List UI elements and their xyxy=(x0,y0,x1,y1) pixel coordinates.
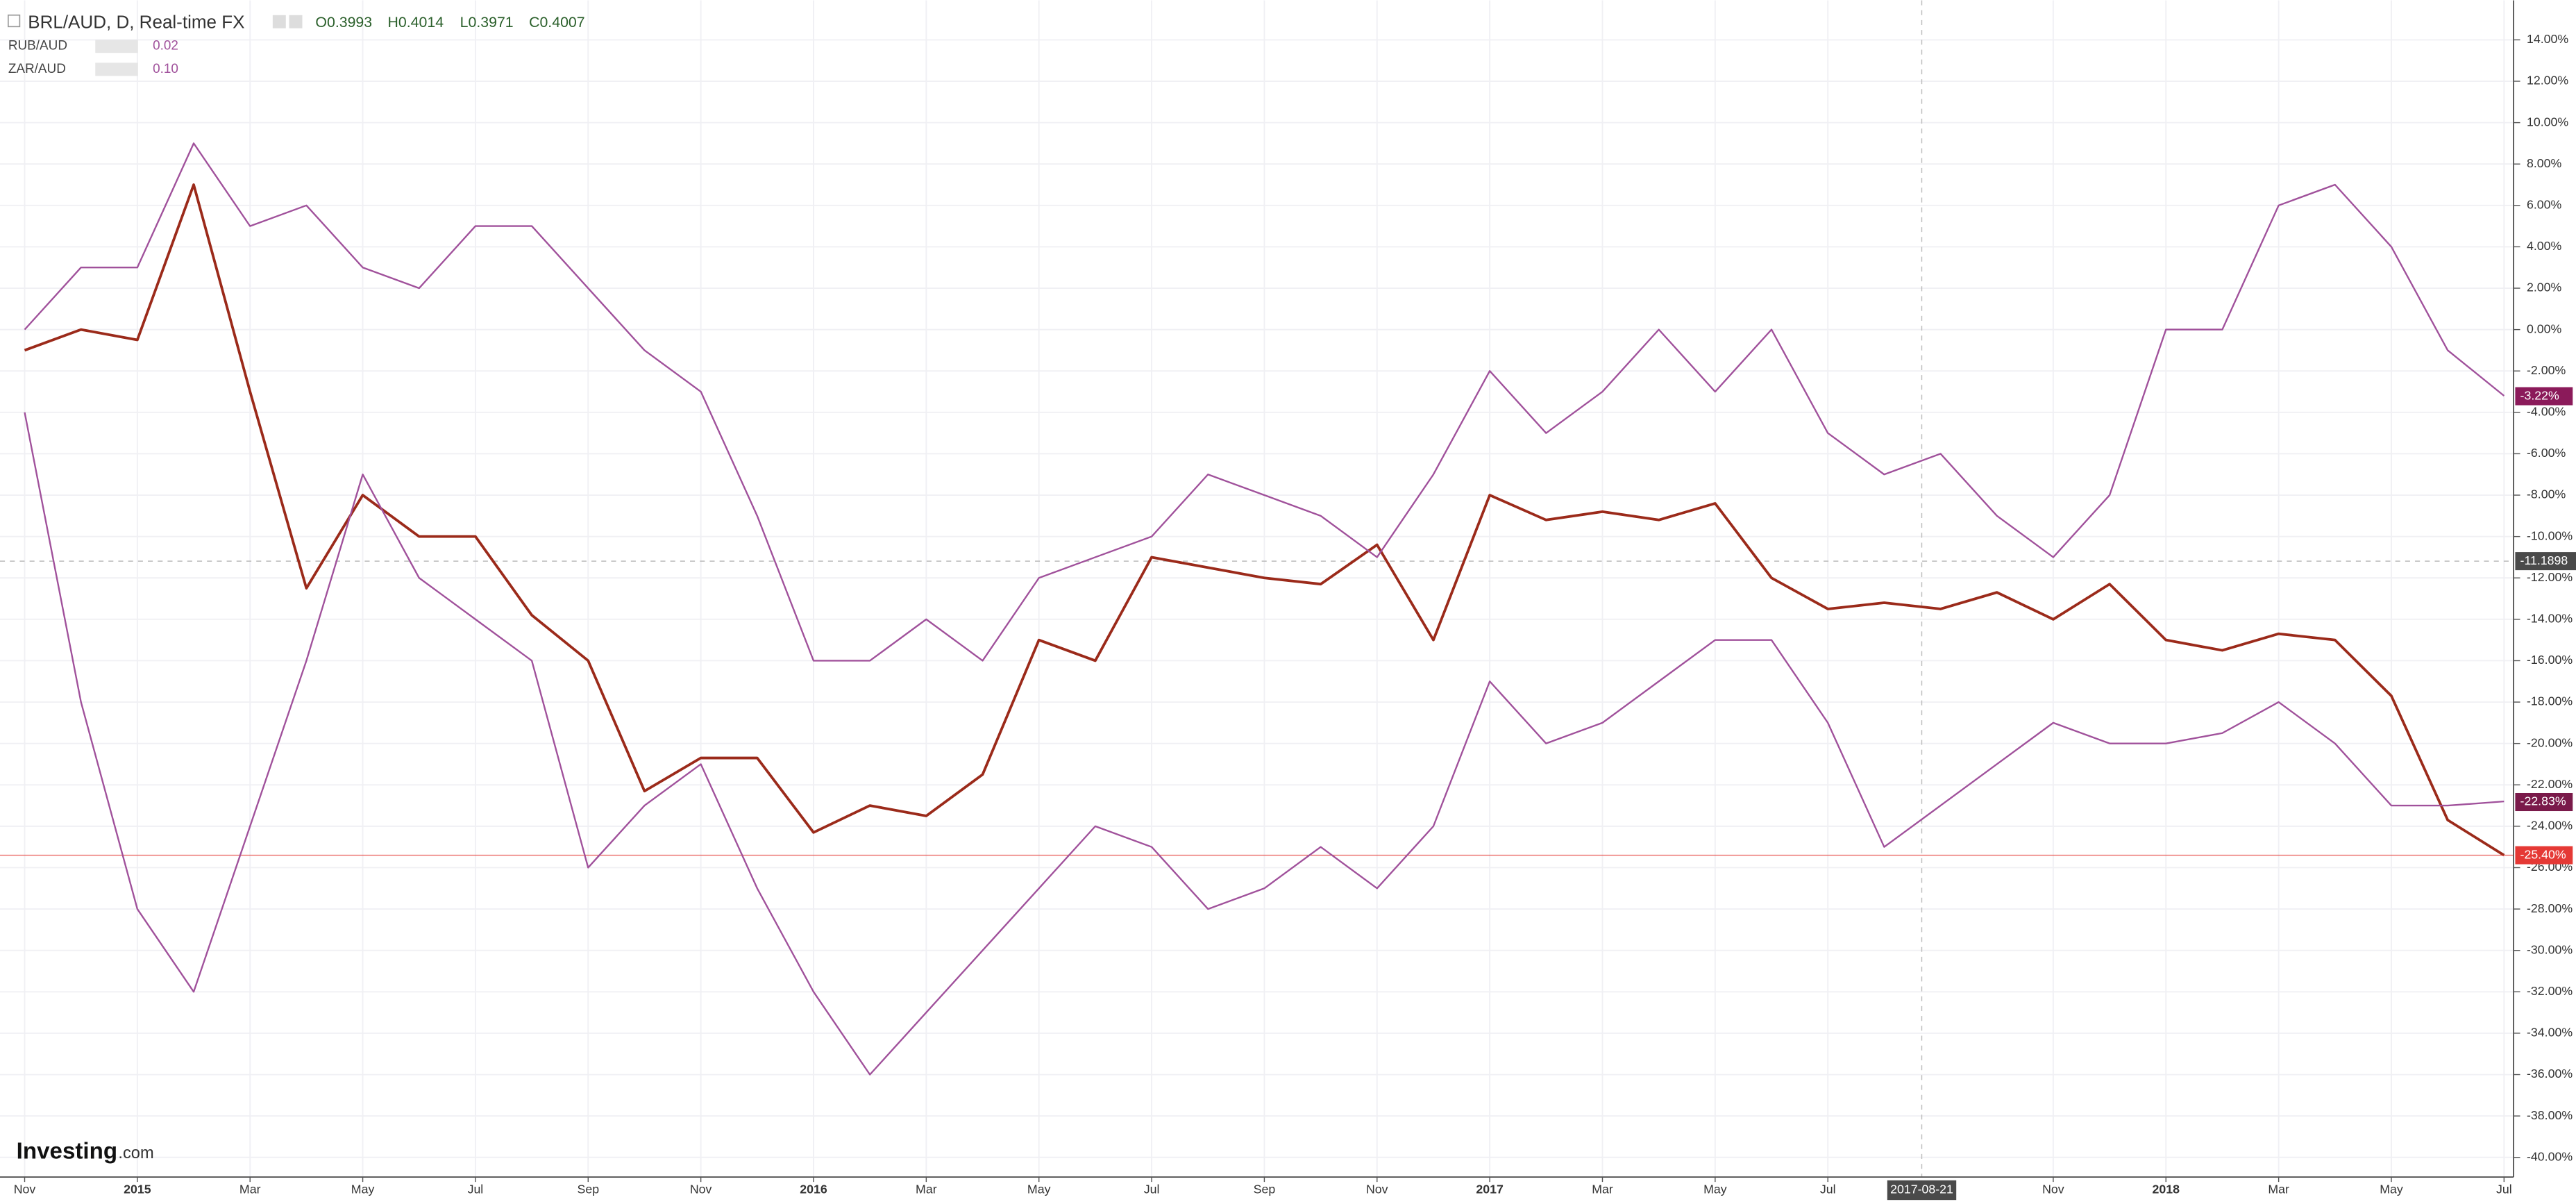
y-tick-label: -2.00% xyxy=(2527,363,2566,377)
x-tick-label: Nov xyxy=(1366,1183,1388,1196)
x-tick-label: Jul xyxy=(1144,1183,1160,1196)
settings-icon[interactable] xyxy=(272,15,286,28)
x-tick-label: 2016 xyxy=(800,1183,827,1196)
x-tick-label: 2017 xyxy=(1476,1183,1504,1196)
grid xyxy=(0,0,2514,1178)
x-tick-label: May xyxy=(1027,1183,1051,1196)
x-tick-label: Mar xyxy=(2268,1183,2289,1196)
header: BRL/AUD, D, Real-time FX O0.3993 H0.4014… xyxy=(8,11,585,76)
x-tick-label: Nov xyxy=(2042,1183,2064,1196)
collapse-icon[interactable] xyxy=(8,14,21,28)
y-tick-label: -40.00% xyxy=(2527,1149,2573,1163)
price-tag xyxy=(2515,792,2573,812)
legend-label: ZAR/AUD xyxy=(8,62,66,76)
x-tick-label: 2015 xyxy=(124,1183,151,1196)
x-tick-label: Mar xyxy=(1592,1183,1613,1196)
logo-suffix: .com xyxy=(118,1144,153,1162)
legend-icons[interactable] xyxy=(95,40,138,53)
series-line xyxy=(24,412,2505,1076)
x-tick-label: Sep xyxy=(1254,1183,1276,1196)
crosshair-y-tag xyxy=(2515,552,2576,571)
x-tick-label: May xyxy=(1703,1183,1727,1196)
y-tick-label: -8.00% xyxy=(2527,487,2566,501)
x-tick-label: Mar xyxy=(239,1183,261,1196)
price-tag xyxy=(2515,387,2573,406)
x-tick-label: May xyxy=(351,1183,375,1196)
x-tick-label: Jul xyxy=(1820,1183,1836,1196)
y-tick-label: -24.00% xyxy=(2527,819,2573,833)
close-icon[interactable] xyxy=(289,15,303,28)
y-tick-label: -14.00% xyxy=(2527,612,2573,626)
price-tag-label: -22.83% xyxy=(2520,794,2566,808)
x-tick-label: Nov xyxy=(14,1183,36,1196)
price-tag-label: -3.22% xyxy=(2520,388,2559,402)
legend-icons[interactable] xyxy=(95,62,138,76)
y-tick-label: -30.00% xyxy=(2527,942,2573,956)
x-tick-label: Nov xyxy=(690,1183,712,1196)
legend-label: RUB/AUD xyxy=(8,39,67,53)
series-line xyxy=(24,142,2505,662)
y-tick-label: -38.00% xyxy=(2527,1108,2573,1122)
x-tick-label: Sep xyxy=(577,1183,599,1196)
series-line xyxy=(24,183,2505,857)
legend-value: 0.10 xyxy=(153,62,178,76)
high: H0.4014 xyxy=(388,14,444,31)
crosshair-x-tag xyxy=(1887,1180,1957,1201)
y-tick-label: 4.00% xyxy=(2527,239,2562,253)
price-tag-label: -25.40% xyxy=(2520,847,2566,861)
y-tick-label: -6.00% xyxy=(2527,446,2566,460)
logo-brand: Investing xyxy=(17,1138,117,1164)
plot xyxy=(0,142,2514,1076)
low: L0.3971 xyxy=(460,14,514,31)
logo: Investing .com xyxy=(17,1138,154,1164)
y-tick-label: -4.00% xyxy=(2527,405,2566,419)
y-tick-label: 12.00% xyxy=(2527,74,2568,87)
x-tick-label: 2018 xyxy=(2153,1183,2180,1196)
y-tick-label: -34.00% xyxy=(2527,1026,2573,1040)
y-tick-label: -12.00% xyxy=(2527,570,2573,584)
y-tick-label: 6.00% xyxy=(2527,197,2562,211)
x-tick-label: May xyxy=(2380,1183,2403,1196)
y-tick-label: 14.00% xyxy=(2527,32,2568,46)
y-tick-label: 0.00% xyxy=(2527,322,2562,335)
y-tick-label: -18.00% xyxy=(2527,694,2573,708)
y-tick-label: -32.00% xyxy=(2527,984,2573,998)
y-tick-label: -10.00% xyxy=(2527,528,2573,542)
axes: 14.00% 12.00% 10.00% 8.00% 6.00% 4.00% 2.00% 0.… xyxy=(14,32,2576,1201)
symbol: BRL/AUD, D, Real-time FX xyxy=(28,11,244,32)
y-tick-label: 10.00% xyxy=(2527,115,2568,128)
y-tick-label: 2.00% xyxy=(2527,281,2562,294)
x-tick-label: Jul xyxy=(468,1183,484,1196)
x-tick-label: Jul xyxy=(2496,1183,2512,1196)
open: O0.3993 xyxy=(315,14,372,31)
close: C0.4007 xyxy=(529,14,585,31)
y-tick-label: -36.00% xyxy=(2527,1067,2573,1080)
crosshair-x-label: 2017-08-21 xyxy=(1890,1183,1953,1196)
legend-value: 0.02 xyxy=(153,39,178,53)
y-tick-label: -28.00% xyxy=(2527,901,2573,915)
y-tick-label: -22.00% xyxy=(2527,777,2573,791)
y-tick-label: -20.00% xyxy=(2527,735,2573,749)
x-tick-label: Mar xyxy=(916,1183,937,1196)
price-tag xyxy=(2515,846,2573,865)
y-tick-label: -16.00% xyxy=(2527,653,2573,667)
crosshair-y-label: -11.1898 xyxy=(2520,553,2568,567)
y-tick-label: 8.00% xyxy=(2527,156,2562,170)
